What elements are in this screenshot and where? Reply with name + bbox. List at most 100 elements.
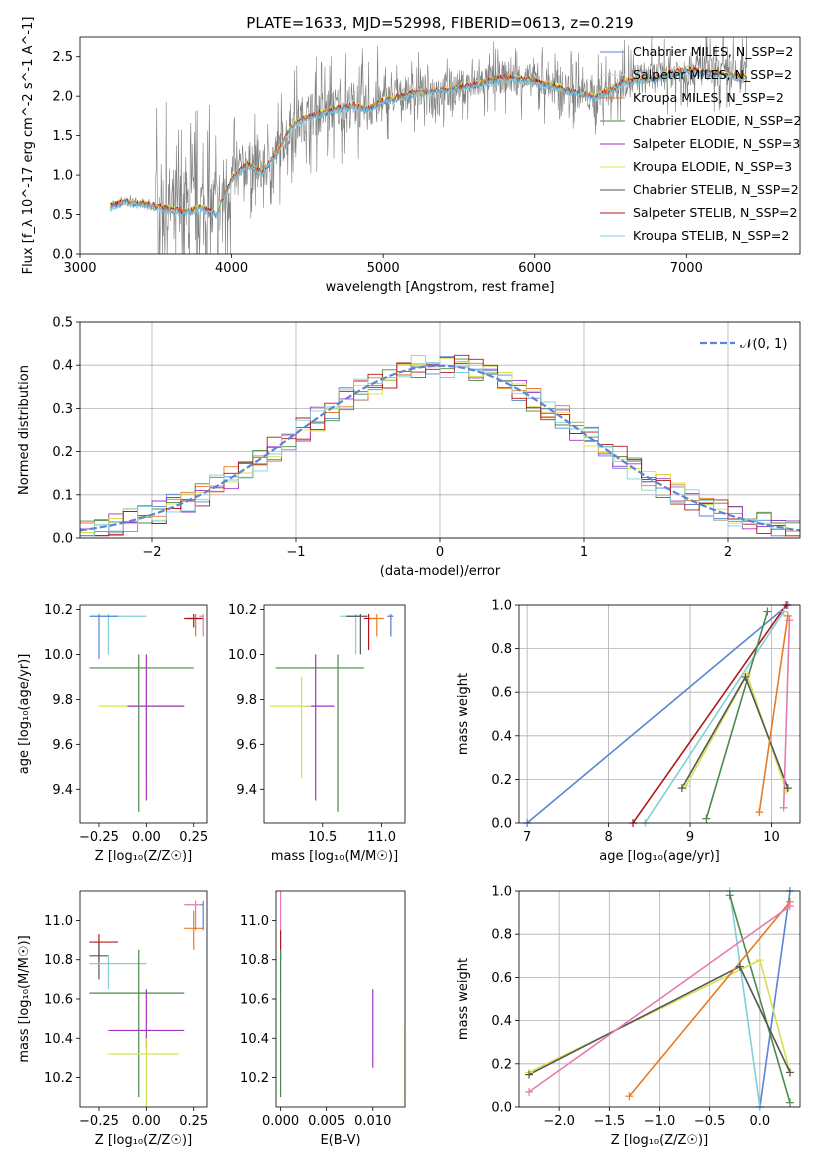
x-tick-label: 1 xyxy=(580,545,588,560)
y-tick-label: 10.8 xyxy=(240,953,269,968)
x-tick-label: 8 xyxy=(604,830,612,845)
axes-frame xyxy=(79,604,208,824)
axes-frame xyxy=(263,604,406,824)
weight-line xyxy=(759,891,791,1107)
y-tick-label: 10.4 xyxy=(240,1032,269,1047)
y-tick-label: 1.0 xyxy=(491,885,512,900)
axes-frame xyxy=(518,890,801,1108)
y-axis-label: mass weight xyxy=(456,958,471,1040)
panel-age-mass: 10.5 11.0 9.4 9.6 9.8 10.0 10.2 mass [log₁₀(M/M… xyxy=(228,603,406,864)
weight-marker xyxy=(783,784,792,793)
weight-marker xyxy=(741,672,750,681)
plot-area-spectrum xyxy=(109,37,748,254)
x-tick-label: 0.25 xyxy=(179,830,208,845)
x-tick-label: 0.010 xyxy=(354,1114,391,1129)
x-tick-label: 9 xyxy=(686,830,694,845)
weight-line xyxy=(628,901,791,1097)
y-tick-label: 0.4 xyxy=(491,1014,512,1029)
weight-line xyxy=(528,905,791,1093)
weight-marker xyxy=(785,1098,794,1107)
x-tick-label: −2 xyxy=(142,545,161,560)
y-axis-label: age [log₁₀(age/yr)] xyxy=(17,654,32,775)
legend-label: 𝒩(0, 1) xyxy=(740,337,787,352)
weight-marker xyxy=(785,1068,794,1077)
axes-frame xyxy=(518,604,801,824)
x-tick-label: 0.25 xyxy=(179,1114,208,1129)
weight-line xyxy=(729,891,761,1107)
weight-marker xyxy=(779,607,788,616)
x-tick-label: 0.005 xyxy=(308,1114,345,1129)
x-tick-label: 6000 xyxy=(518,261,551,276)
y-tick-label: 9.4 xyxy=(52,783,73,798)
legend-label: Chabrier MILES, N_SSP=2 xyxy=(633,44,793,59)
x-axis-label: wavelength [Angstrom, rest frame] xyxy=(326,280,555,295)
panel-residuals: −2 −1 0 1 2 0.0 0.1 0.2 0.3 0.4 0.5 (data-model)/er… xyxy=(17,316,801,579)
plot-area-mass-EBV xyxy=(280,891,405,1104)
panel-spectrum: 3000 4000 5000 6000 7000 0.0 0.5 1.0 1.5 2.0 2.5 wa… xyxy=(21,17,802,295)
weight-marker xyxy=(735,962,744,971)
weight-marker xyxy=(785,616,794,625)
legend-label: Salpeter MILES, N_SSP=2 xyxy=(633,67,792,82)
y-tick-label: 9.8 xyxy=(236,693,257,708)
y-tick-label: 0.0 xyxy=(52,248,73,263)
x-axis-label: mass [log₁₀(M/M☉)] xyxy=(271,849,398,864)
y-tick-label: 10.2 xyxy=(44,603,73,618)
y-tick-label: 10.6 xyxy=(44,993,73,1008)
y-tick-label: 0.5 xyxy=(52,316,73,331)
y-tick-label: 1.5 xyxy=(52,129,73,144)
y-tick-label: 2.5 xyxy=(52,50,73,65)
x-tick-label: 4000 xyxy=(215,261,248,276)
x-tick-label: 10.5 xyxy=(308,830,337,845)
panel-mass-EBV: 0.000 0.005 0.010 10.2 10.4 10.6 10.8 11.0 E(B-V… xyxy=(240,890,406,1148)
panel-age-Z: −0.25 0.00 0.25 9.4 9.6 9.8 10.0 10.2 Z [log₁₀(Z… xyxy=(17,603,208,864)
x-tick-label: 0.00 xyxy=(132,1114,161,1129)
y-tick-label: 0.2 xyxy=(491,1057,512,1072)
x-tick-label: −0.25 xyxy=(79,830,119,845)
weight-marker xyxy=(763,607,772,616)
x-tick-label: −1 xyxy=(286,545,305,560)
y-axis-label: mass weight xyxy=(456,673,471,755)
weight-marker xyxy=(785,902,794,911)
x-tick-label: 0.00 xyxy=(132,830,161,845)
weight-line xyxy=(758,615,789,813)
x-axis-label: Z [log₁₀(Z/Z☉)] xyxy=(611,1133,708,1148)
weight-marker xyxy=(755,808,764,817)
weight-marker xyxy=(783,611,792,620)
y-tick-label: 1.0 xyxy=(52,169,73,184)
y-tick-label: 0.2 xyxy=(52,445,73,460)
y-tick-label: 10.2 xyxy=(240,1071,269,1086)
y-tick-label: 0.5 xyxy=(52,208,73,223)
legend-label: Salpeter ELODIE, N_SSP=3 xyxy=(633,136,800,151)
y-tick-label: 10.2 xyxy=(228,603,257,618)
x-tick-label: 10 xyxy=(763,830,780,845)
x-tick-label: −0.5 xyxy=(694,1114,726,1129)
weight-line xyxy=(782,620,791,808)
y-axis-label: Normed distribution xyxy=(17,365,32,495)
model-line xyxy=(109,65,748,216)
x-tick-label: 2 xyxy=(724,545,732,560)
y-axis-label: Flux [f_λ 10^-17 erg cm^-2 s^-1 A^-1] xyxy=(21,17,36,275)
y-tick-label: 0.1 xyxy=(52,488,73,503)
x-tick-label: 0 xyxy=(436,545,444,560)
weight-marker xyxy=(677,784,686,793)
panel-mass-Z: −0.25 0.00 0.25 10.2 10.4 10.6 10.8 11.0 Z [log₁… xyxy=(17,890,208,1148)
legend-label: Chabrier STELIB, N_SSP=2 xyxy=(633,182,799,197)
axes-frame xyxy=(79,321,801,539)
y-tick-label: 2.0 xyxy=(52,90,73,105)
x-axis-label: E(B-V) xyxy=(320,1133,360,1148)
panel-weight-age: 7 8 9 10 0.0 0.2 0.4 0.6 0.8 1.0 age [log₁₀(age/yr… xyxy=(456,599,801,864)
weight-line xyxy=(526,605,789,823)
x-tick-label: −0.25 xyxy=(79,1114,119,1129)
y-tick-label: 0.0 xyxy=(491,817,512,832)
model-line xyxy=(109,67,748,219)
weight-marker xyxy=(625,1092,634,1101)
y-tick-label: 10.8 xyxy=(44,953,73,968)
weight-marker xyxy=(525,1070,534,1079)
data-spectrum-line xyxy=(110,37,748,254)
x-tick-label: 11.0 xyxy=(367,830,396,845)
x-tick-label: 0.0 xyxy=(750,1114,771,1129)
y-tick-label: 10.4 xyxy=(44,1032,73,1047)
gaussian-curve xyxy=(80,364,800,532)
x-axis-label: (data-model)/error xyxy=(380,564,501,579)
